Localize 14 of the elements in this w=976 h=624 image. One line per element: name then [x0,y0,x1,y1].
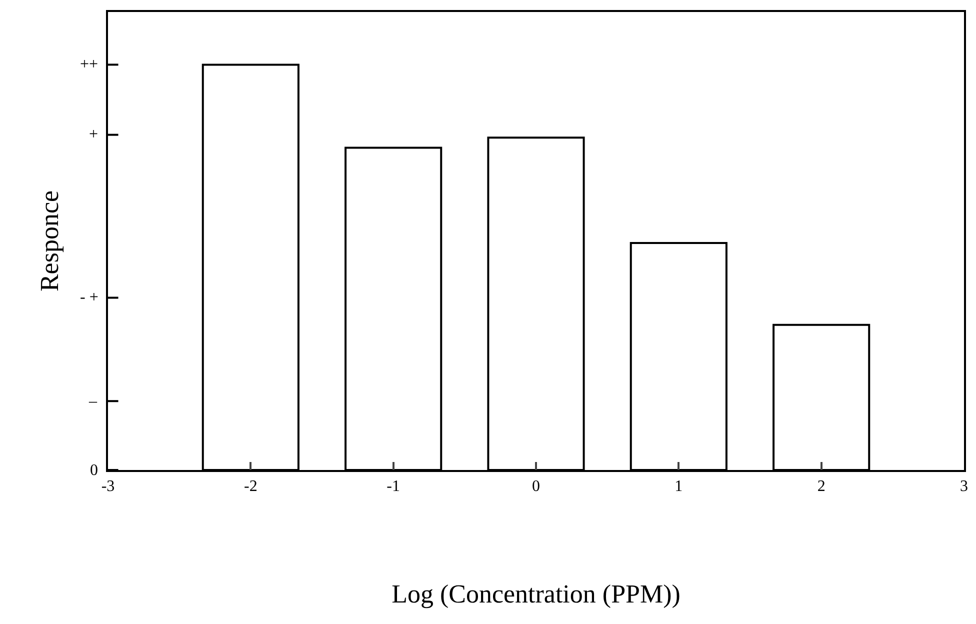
x-tick-label: 1 [674,478,683,496]
x-tick-label: 0 [532,478,540,496]
y-axis-title: Responce [34,190,64,292]
ref-line-label: – [88,393,98,410]
x-tick-label: -3 [101,478,115,496]
ref-line-label: ++ [80,56,98,73]
ref-line-label: - + [80,289,98,306]
ref-line-label: 0 [90,462,98,479]
x-tick-label: 2 [817,478,826,496]
x-tick-label: 3 [960,478,968,496]
ref-line-label: + [89,126,98,143]
x-axis-title: Log (Concentration (PPM)) [392,579,680,608]
x-tick-label: -1 [386,478,400,496]
x-tick-label: -2 [244,478,258,496]
